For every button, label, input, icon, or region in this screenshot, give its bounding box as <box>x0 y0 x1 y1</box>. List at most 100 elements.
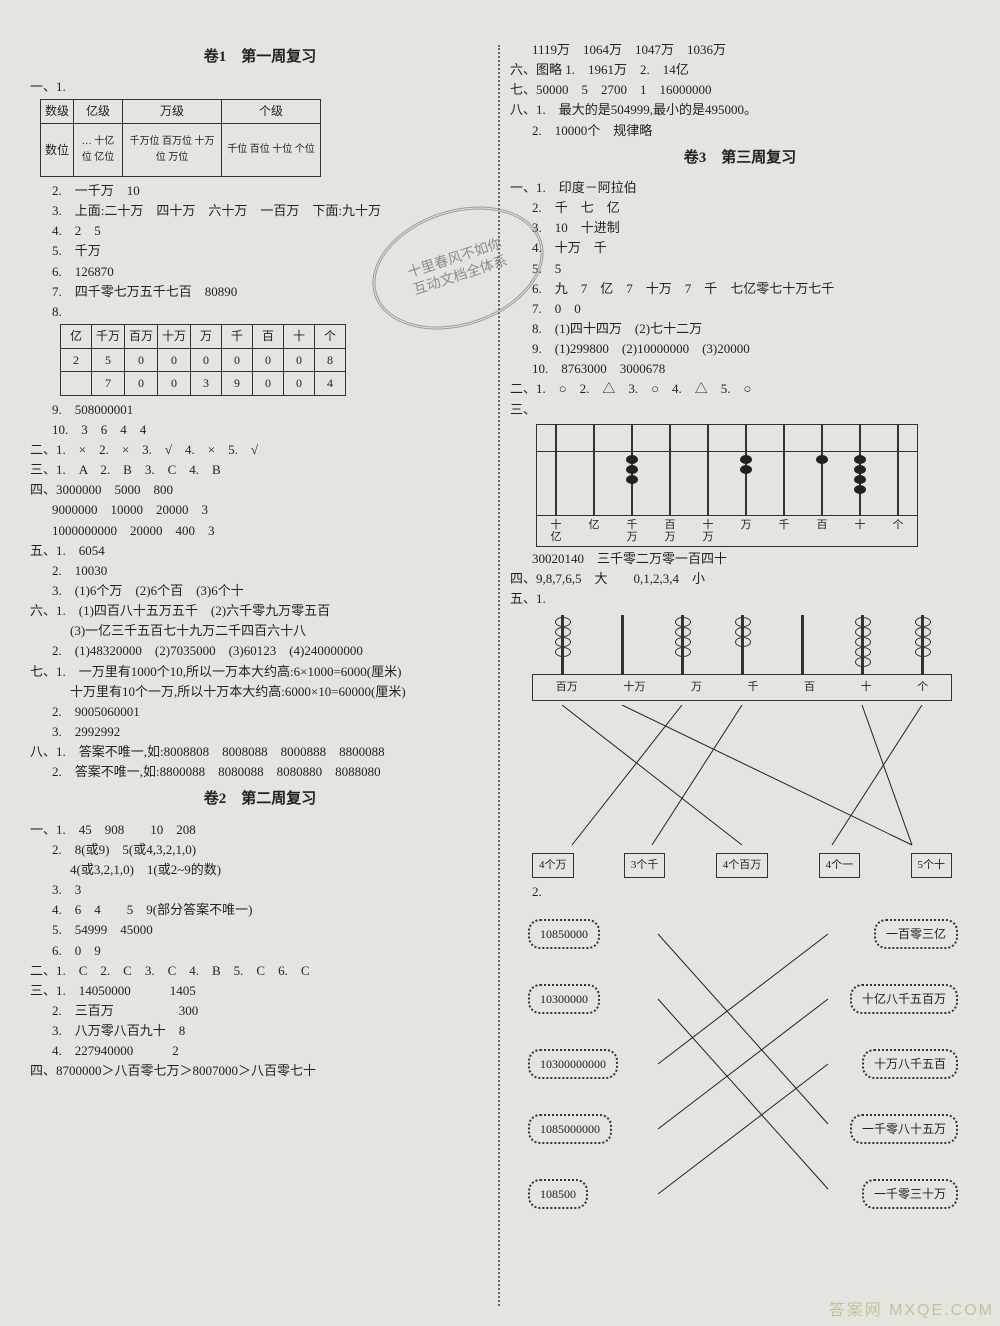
line: 10. 3 6 4 4 <box>52 420 490 440</box>
line: 1119万 1064万 1047万 1036万 <box>532 40 970 60</box>
c: 千 <box>222 324 253 348</box>
line: 4. 227940000 2 <box>52 1041 490 1061</box>
bubble-l: 1085000000 <box>528 1114 612 1145</box>
line: 3. (1)6个万 (2)6个百 (3)6个十 <box>52 581 490 601</box>
c: 0 <box>222 348 253 372</box>
bubble-l: 10300000 <box>528 984 600 1015</box>
c: 0 <box>158 372 191 396</box>
bubble-r: 一千零三十万 <box>862 1179 958 1210</box>
c: 0 <box>125 348 158 372</box>
c <box>61 372 92 396</box>
c: 2 <box>61 348 92 372</box>
line: 六、图略 1. 1961万 2. 14亿 <box>510 60 970 80</box>
line: 9. 508000001 <box>52 400 490 420</box>
line: 二、1. C 2. C 3. C 4. B 5. C 6. C <box>30 961 490 981</box>
title-2: 卷2 第二周复习 <box>30 788 490 811</box>
line: 5. 54999 45000 <box>52 920 490 940</box>
line: 三、1. 14050000 1405 <box>30 981 490 1001</box>
bubble-l: 10300000000 <box>528 1049 618 1080</box>
c: 0 <box>284 348 315 372</box>
line: 10. 8763000 3000678 <box>532 359 970 379</box>
line: 7. 0 0 <box>532 299 970 319</box>
watermark: 答案网 MXQE.COM <box>829 1296 994 1320</box>
bubble-r: 一百零三亿 <box>874 919 958 950</box>
line: 2. 10000个 规律略 <box>532 121 970 141</box>
line: 2. (1)48320000 (2)7035000 (3)60123 (4)24… <box>52 641 490 661</box>
connection-lines <box>532 705 952 855</box>
line: 3. 2992992 <box>52 722 490 742</box>
c: 5 <box>92 348 125 372</box>
bubble-r: 十亿八千五百万 <box>850 984 958 1015</box>
line: (3)一亿三千五百七十九万二千四百六十八 <box>70 621 490 641</box>
title-1: 卷1 第一周复习 <box>30 46 490 69</box>
line: 3. 10 十进制 <box>532 218 970 238</box>
t1-h1: 亿级 <box>74 100 123 124</box>
line: 4. 6 4 5 9(部分答案不唯一) <box>52 900 490 920</box>
line: 3. 八万零八百九十 8 <box>52 1021 490 1041</box>
t1-r3: 千位 百位 十位 个位 <box>222 123 321 176</box>
line: 9000000 10000 20000 3 <box>52 500 490 520</box>
line: 八、1. 答案不唯一,如:8008808 8008088 8000888 880… <box>30 742 490 762</box>
line: 七、50000 5 2700 1 16000000 <box>510 80 970 100</box>
line: 4(或3,2,1,0) 1(或2~9的数) <box>70 860 490 880</box>
c: 十 <box>284 324 315 348</box>
t1-h0: 数级 <box>41 100 74 124</box>
c: 0 <box>253 372 284 396</box>
t1-h2: 万级 <box>123 100 222 124</box>
t1-h3: 个级 <box>222 100 321 124</box>
line: 2. 9005060001 <box>52 702 490 722</box>
c: 0 <box>125 372 158 396</box>
line: 30020140 三千零二万零一百四十 <box>532 549 970 569</box>
c: 百 <box>253 324 284 348</box>
line: 六、1. (1)四百八十五万五千 (2)六千零九万零五百 <box>30 601 490 621</box>
c: 7 <box>92 372 125 396</box>
title-3: 卷3 第三周复习 <box>510 147 970 170</box>
c: 0 <box>158 348 191 372</box>
line: 4. 十万 千 <box>532 238 970 258</box>
line: 十万里有10个一万,所以十万本大约高:6000×10=60000(厘米) <box>70 682 490 702</box>
c: 8 <box>315 348 346 372</box>
c: 0 <box>284 372 315 396</box>
matching-diagram: 10850000 10300000 10300000000 1085000000… <box>528 909 958 1239</box>
line: 9. (1)299800 (2)10000000 (3)20000 <box>532 339 970 359</box>
line: 三、 <box>510 400 970 420</box>
t1-r2: 千万位 百万位 十万位 万位 <box>123 123 222 176</box>
line: 2. 10030 <box>52 561 490 581</box>
c: 3 <box>191 372 222 396</box>
c: 百万 <box>125 324 158 348</box>
c: 0 <box>253 348 284 372</box>
bubble-l: 10850000 <box>528 919 600 950</box>
table-2: 亿千万 百万十万 万千 百十 个 25 00 00 00 8 7 00 39 0… <box>60 324 346 396</box>
line: 四、3000000 5000 800 <box>30 480 490 500</box>
line: 1000000000 20000 400 3 <box>52 521 490 541</box>
line: 三、1. A 2. B 3. C 4. B <box>30 460 490 480</box>
c: 4 <box>315 372 346 396</box>
right-column: 1119万 1064万 1047万 1036万 六、图略 1. 1961万 2.… <box>510 40 970 1316</box>
line: 四、8700000＞八百零七万＞8007000＞八百零七十 <box>30 1061 490 1081</box>
line: 一、1. 45 908 10 208 <box>30 820 490 840</box>
bubble-r: 一千零八十五万 <box>850 1114 958 1145</box>
line: 2. 一千万 10 <box>52 181 490 201</box>
line: 2. <box>532 882 970 902</box>
t1-r1: … 十亿位 亿位 <box>74 123 123 176</box>
section-1-1: 一、1. <box>30 77 66 97</box>
line: 八、1. 最大的是504999,最小的是495000。 <box>510 100 970 120</box>
abacus-2: 百万十万万千百十个 4个万3个千4个百万4个一5个十 <box>532 615 952 878</box>
line: 6. 九 7 亿 7 十万 7 千 七亿零七十万七千 <box>532 279 970 299</box>
line: 2. 8(或9) 5(或4,3,2,1,0) <box>52 840 490 860</box>
line: 2. 千 七 亿 <box>532 198 970 218</box>
c: 千万 <box>92 324 125 348</box>
line: 二、1. × 2. × 3. √ 4. × 5. √ <box>30 440 490 460</box>
line: 五、1. 6054 <box>30 541 490 561</box>
t1-r0: 数位 <box>41 123 74 176</box>
bubble-r: 十万八千五百 <box>862 1049 958 1080</box>
c: 个 <box>315 324 346 348</box>
line: 3. 3 <box>52 880 490 900</box>
line: 一、1. 印度－阿拉伯 <box>510 178 970 198</box>
c: 亿 <box>61 324 92 348</box>
line: 四、9,8,7,6,5 大 0,1,2,3,4 小 <box>510 569 970 589</box>
line: 五、1. <box>510 589 970 609</box>
c: 9 <box>222 372 253 396</box>
table-digit-class: 数级 亿级 万级 个级 数位 … 十亿位 亿位 千万位 百万位 十万位 万位 千… <box>40 99 321 177</box>
line: 2. 答案不唯一,如:8800088 8080088 8080880 80880… <box>52 762 490 782</box>
